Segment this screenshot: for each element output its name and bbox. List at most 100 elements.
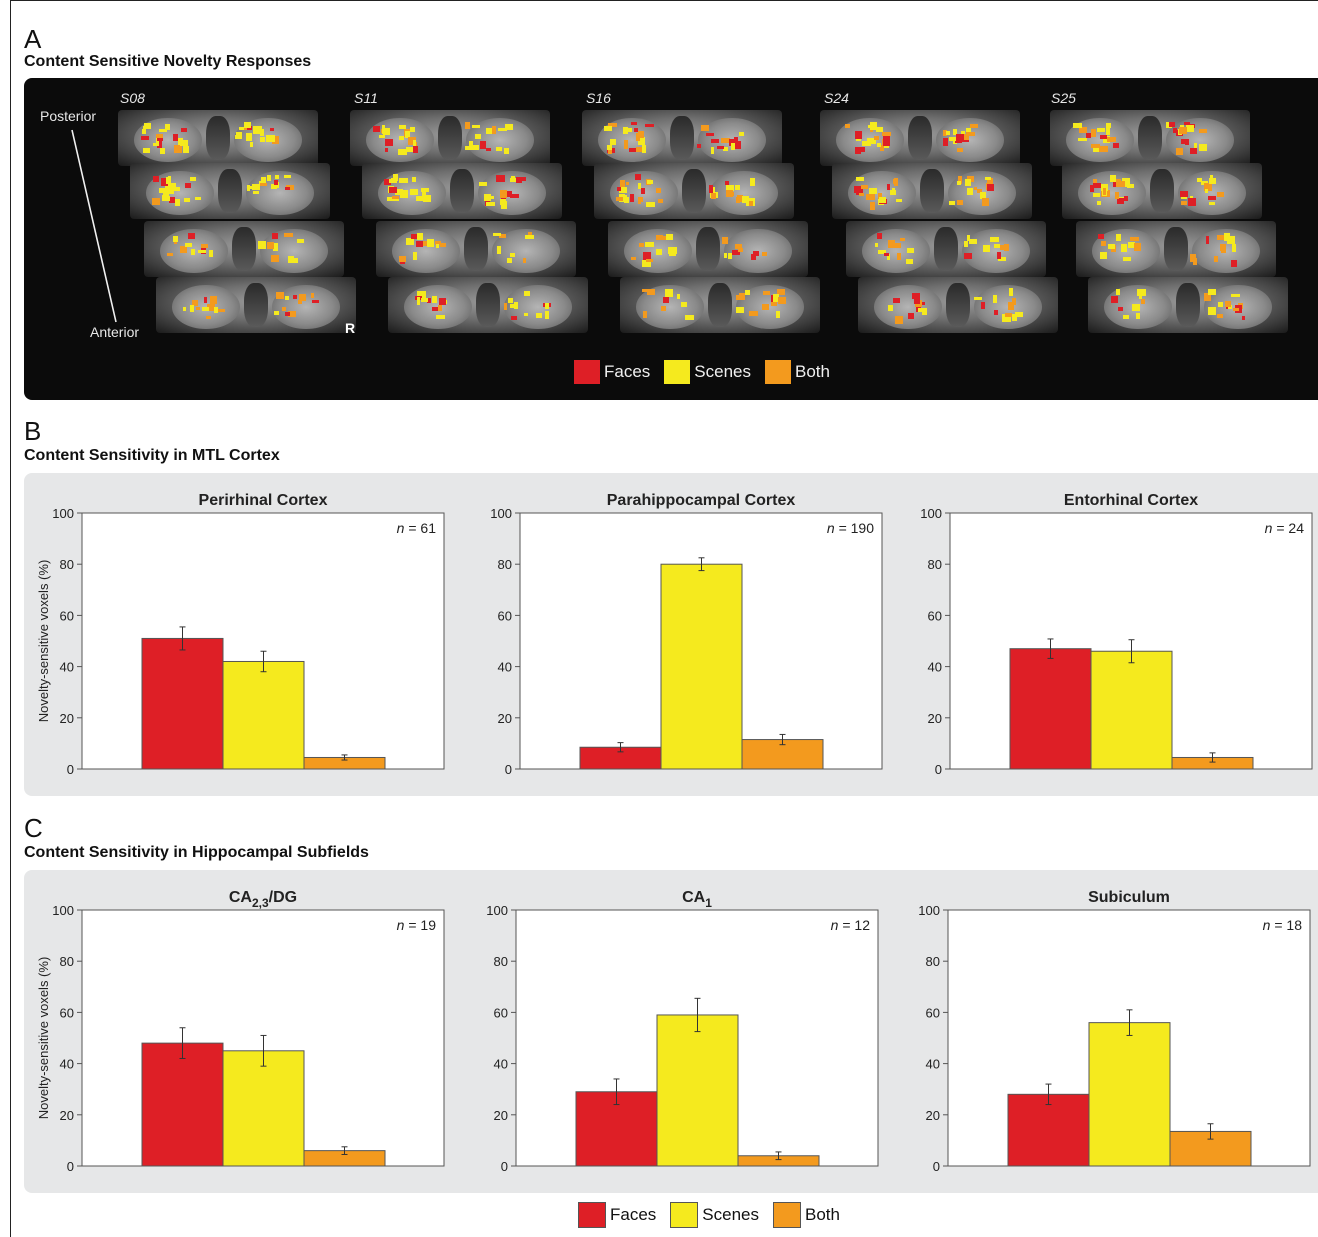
activation-voxel <box>1207 306 1217 315</box>
hippocampal-charts: CA2,3/DG n = 19 0 20 40 60 80 100 Novelty-sensit… <box>36 889 1311 1174</box>
activation-voxel <box>1116 288 1120 296</box>
activation-voxel <box>624 127 632 132</box>
y-tick-label: 0 <box>501 1159 508 1174</box>
activation-voxel <box>1181 195 1188 199</box>
activation-voxel <box>1072 123 1082 128</box>
activation-voxel <box>1179 124 1185 129</box>
activation-voxel <box>1002 313 1011 322</box>
activation-voxel <box>398 178 408 183</box>
activation-voxel <box>523 291 530 297</box>
activation-voxel <box>163 196 170 202</box>
activation-voxel <box>166 177 172 185</box>
activation-voxel <box>157 140 162 149</box>
n-label: n = 12 <box>831 917 871 933</box>
bar-faces <box>1009 648 1092 770</box>
activation-voxel <box>480 141 487 149</box>
activation-voxel <box>897 253 901 260</box>
activation-voxel <box>382 127 391 134</box>
activation-voxel <box>963 240 968 248</box>
bar-chart: Parahippocampal Cortex n = 190 0 20 40 60 80 10… <box>490 492 883 777</box>
activation-voxel <box>735 243 743 250</box>
chart-title: Parahippocampal Cortex <box>607 492 796 509</box>
activation-voxel <box>503 148 510 154</box>
activation-voxel <box>684 315 694 320</box>
activation-voxel <box>1101 241 1106 247</box>
activation-voxel <box>668 246 678 255</box>
subject-label-s08: S08 <box>120 90 145 106</box>
y-tick-label: 40 <box>928 660 942 675</box>
activation-voxel <box>999 244 1005 251</box>
activation-voxel <box>895 198 903 203</box>
activation-voxel <box>948 136 958 142</box>
activation-voxel <box>725 190 734 198</box>
mri-slice <box>858 277 1058 333</box>
activation-voxel <box>498 234 506 238</box>
mri-slice <box>1076 221 1276 277</box>
activation-voxel <box>408 137 417 145</box>
activation-voxel <box>197 249 206 254</box>
activation-voxel <box>1123 257 1131 262</box>
activation-voxel <box>288 256 294 264</box>
activation-voxel <box>884 252 890 257</box>
faces-swatch <box>578 1202 606 1228</box>
activation-voxel <box>483 194 492 201</box>
activation-voxel <box>260 182 267 187</box>
activation-voxel <box>153 143 157 147</box>
activation-voxel <box>965 128 972 135</box>
activation-voxel <box>711 192 717 199</box>
activation-voxel <box>630 122 638 126</box>
activation-voxel <box>874 243 879 247</box>
y-tick-label: 100 <box>486 903 508 918</box>
mri-slice <box>832 163 1032 219</box>
brain-midline <box>464 226 488 272</box>
activation-voxel <box>492 233 502 237</box>
y-tick-label: 60 <box>60 1005 74 1020</box>
activation-voxel <box>717 145 724 150</box>
n-label: n = 18 <box>1263 917 1303 933</box>
activation-voxel <box>642 145 646 153</box>
brain-lobe <box>392 228 460 273</box>
activation-voxel <box>1193 142 1198 148</box>
activation-voxel <box>642 251 651 260</box>
activation-voxel <box>750 178 756 186</box>
activation-voxel <box>645 241 654 248</box>
activation-voxel <box>405 237 415 246</box>
panel-a-letter: A <box>24 24 42 54</box>
activation-voxel <box>440 242 446 248</box>
activation-voxel <box>503 302 507 310</box>
y-tick-label: 40 <box>60 660 74 675</box>
activation-voxel <box>734 141 742 149</box>
activation-voxel <box>143 148 151 154</box>
activation-voxel <box>739 293 746 297</box>
activation-voxel <box>1115 191 1120 199</box>
activation-voxel <box>416 240 424 247</box>
activation-voxel <box>736 294 745 301</box>
chart-title: Entorhinal Cortex <box>1064 492 1198 509</box>
figure-frame <box>10 0 1318 1237</box>
activation-voxel <box>722 237 729 241</box>
brain-midline <box>670 115 694 161</box>
activation-voxel <box>195 197 202 201</box>
activation-voxel <box>173 133 179 142</box>
activation-voxel <box>642 288 648 293</box>
activation-voxel <box>495 146 502 151</box>
activation-voxel <box>1178 126 1187 134</box>
activation-voxel <box>749 310 758 317</box>
activation-voxel <box>485 201 495 207</box>
y-tick-label: 80 <box>60 557 74 572</box>
activation-voxel <box>876 233 882 240</box>
activation-voxel <box>973 186 977 190</box>
brain-midline <box>438 115 462 161</box>
activation-voxel <box>887 305 893 312</box>
activation-voxel <box>984 176 991 181</box>
activation-voxel <box>1100 252 1108 260</box>
activation-voxel <box>1110 175 1116 183</box>
activation-voxel <box>167 183 177 190</box>
activation-voxel <box>185 242 191 248</box>
activation-voxel <box>285 296 290 301</box>
activation-voxel <box>507 298 514 303</box>
activation-voxel <box>1126 184 1134 189</box>
activation-voxel <box>1220 243 1227 252</box>
activation-voxel <box>1209 177 1217 185</box>
mri-slice <box>156 277 356 333</box>
